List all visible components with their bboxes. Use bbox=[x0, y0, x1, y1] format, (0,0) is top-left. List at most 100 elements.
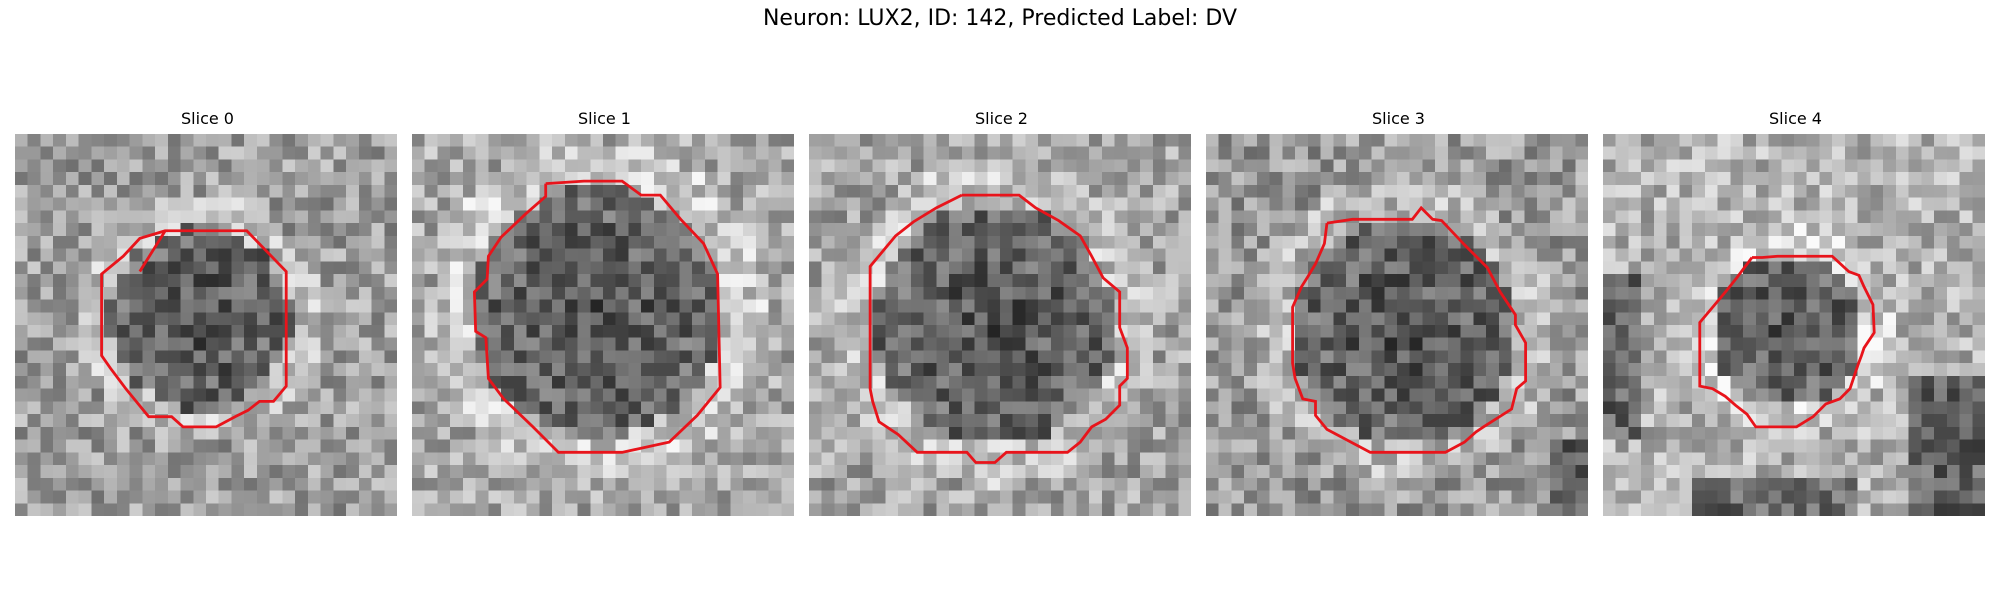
pixel bbox=[1307, 299, 1321, 313]
pixel bbox=[1140, 452, 1154, 466]
pixel bbox=[577, 503, 591, 516]
pixel bbox=[320, 439, 334, 453]
pixel bbox=[1870, 337, 1884, 351]
pixel bbox=[949, 465, 963, 479]
pixel bbox=[1000, 452, 1013, 466]
pixel bbox=[898, 274, 912, 288]
pixel bbox=[1781, 210, 1795, 224]
pixel bbox=[526, 159, 540, 173]
pixel bbox=[1972, 363, 1985, 377]
pixel bbox=[859, 159, 873, 173]
pixel bbox=[450, 388, 464, 402]
pixel bbox=[180, 299, 194, 313]
pixel bbox=[679, 134, 693, 147]
pixel bbox=[129, 299, 143, 313]
pixel bbox=[923, 159, 937, 173]
pixel bbox=[949, 363, 963, 377]
pixel bbox=[475, 414, 489, 428]
pixel bbox=[1934, 223, 1948, 237]
pixel bbox=[1524, 261, 1538, 275]
pixel bbox=[1524, 223, 1538, 237]
pixel bbox=[513, 172, 527, 186]
pixel bbox=[1358, 248, 1372, 262]
pixel bbox=[1895, 134, 1909, 147]
pixel bbox=[1152, 286, 1166, 300]
pixel bbox=[1832, 439, 1846, 453]
pixel bbox=[1218, 426, 1232, 440]
pixel bbox=[1755, 465, 1769, 479]
pixel bbox=[717, 286, 731, 300]
pixel bbox=[1511, 197, 1525, 211]
pixel bbox=[180, 490, 194, 504]
pixel bbox=[1101, 350, 1115, 364]
pixel bbox=[1794, 172, 1807, 186]
pixel bbox=[1603, 337, 1616, 351]
pixel bbox=[1819, 210, 1833, 224]
pixel bbox=[295, 223, 309, 237]
pixel bbox=[564, 375, 578, 389]
pixel bbox=[1025, 452, 1039, 466]
pixel bbox=[666, 414, 680, 428]
pixel bbox=[603, 274, 616, 288]
pixel bbox=[910, 146, 924, 160]
pixel bbox=[269, 439, 283, 453]
pixel bbox=[1794, 134, 1807, 147]
pixel bbox=[1178, 363, 1191, 377]
pixel bbox=[513, 197, 527, 211]
pixel bbox=[1460, 286, 1474, 300]
pixel bbox=[1409, 375, 1423, 389]
pixel bbox=[1076, 325, 1090, 338]
pixel bbox=[1269, 350, 1283, 364]
pixel bbox=[1101, 184, 1115, 198]
pixel bbox=[1435, 477, 1449, 491]
pixel bbox=[65, 274, 79, 288]
pixel bbox=[974, 197, 988, 211]
pixel bbox=[847, 172, 861, 186]
pixel bbox=[1666, 184, 1680, 198]
pixel bbox=[1038, 223, 1052, 237]
pixel bbox=[27, 350, 41, 364]
pixel bbox=[412, 401, 425, 415]
pixel bbox=[1384, 172, 1398, 186]
pixel bbox=[1575, 197, 1588, 211]
pixel bbox=[834, 312, 848, 326]
pixel bbox=[552, 426, 566, 440]
pixel bbox=[1000, 503, 1013, 516]
pixel bbox=[1717, 197, 1731, 211]
pixel bbox=[1244, 184, 1258, 198]
pixel bbox=[1666, 172, 1680, 186]
pixel bbox=[1641, 274, 1655, 288]
pixel bbox=[1371, 172, 1385, 186]
pixel bbox=[961, 261, 975, 275]
pixel bbox=[1575, 223, 1588, 237]
pixel bbox=[564, 401, 578, 415]
pixel bbox=[1768, 426, 1782, 440]
pixel bbox=[821, 286, 835, 300]
pixel bbox=[1524, 503, 1538, 516]
pixel bbox=[768, 172, 782, 186]
pixel bbox=[1140, 388, 1154, 402]
pixel bbox=[961, 134, 975, 147]
pixel bbox=[1730, 197, 1744, 211]
pixel bbox=[1435, 363, 1449, 377]
pixel bbox=[898, 477, 912, 491]
pixel bbox=[256, 426, 270, 440]
pixel bbox=[961, 286, 975, 300]
pixel bbox=[501, 439, 515, 453]
pixel bbox=[1755, 159, 1769, 173]
pixel bbox=[437, 261, 451, 275]
pixel bbox=[961, 503, 975, 516]
pixel bbox=[1921, 159, 1935, 173]
pixel bbox=[577, 375, 591, 389]
pixel bbox=[653, 452, 667, 466]
pixel bbox=[1692, 134, 1706, 147]
pixel bbox=[1422, 261, 1436, 275]
pixel bbox=[1000, 414, 1013, 428]
pixel bbox=[180, 414, 194, 428]
pixel bbox=[371, 235, 385, 249]
pixel bbox=[1883, 363, 1897, 377]
pixel bbox=[1333, 388, 1347, 402]
pixel bbox=[692, 350, 706, 364]
pixel bbox=[1603, 274, 1616, 288]
pixel bbox=[180, 235, 194, 249]
